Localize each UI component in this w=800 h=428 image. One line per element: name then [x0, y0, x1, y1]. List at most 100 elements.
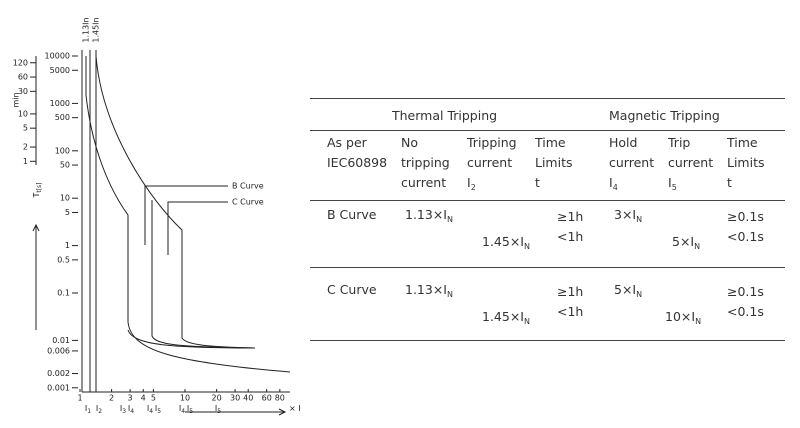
column-header-sub: 4 [612, 183, 618, 192]
curve-label: B Curve [232, 182, 264, 191]
x-sub-label: I5 [215, 404, 221, 416]
time-limit: <0.1s [727, 304, 764, 319]
y-tick-label: 0.1 [57, 289, 70, 298]
y-min-tick-label: 10 [18, 109, 28, 118]
x-unit-label: × In [289, 404, 300, 416]
top-label: 1.13In [82, 17, 91, 42]
column-header: Time [535, 135, 566, 150]
x-arrow [185, 408, 287, 416]
column-header: Time [727, 135, 758, 150]
x-sub-label-sub: 5 [217, 408, 221, 415]
no-trip-current-sub: N [447, 290, 453, 299]
trip-current: 10×IN [665, 310, 701, 329]
y-tick-label: 1000 [50, 99, 70, 108]
y-min-tick-label: 2 [23, 143, 28, 152]
column-header: Trip [668, 135, 691, 150]
y-axis-label-min: min [12, 92, 21, 107]
y-axis-label-sub: t[s] [36, 182, 43, 192]
x-tick-label: 2 [109, 394, 114, 403]
column-header: tripping [401, 155, 450, 170]
column-header: t [535, 175, 540, 190]
curves [32, 50, 291, 416]
x-sub-label-sub: 1 [87, 408, 91, 415]
table-rule [310, 130, 785, 131]
time-limit: ≥0.1s [727, 284, 764, 299]
curve-label: C Curve [232, 198, 264, 207]
x-sub-label: I5 [187, 404, 193, 416]
column-header-main: I [467, 175, 471, 190]
column-header-sub: 2 [470, 183, 476, 192]
tripping-current-main: 1.45×I [482, 234, 524, 249]
x-sub-label: I4 [147, 404, 153, 416]
column-header: Hold [609, 135, 638, 150]
column-header: current [668, 155, 714, 170]
column-header: No [401, 135, 418, 150]
no-trip-current-main: 1.13×I [405, 282, 447, 297]
x-sub-label-main: I [179, 404, 181, 413]
hold-current: 5×IN [614, 283, 642, 302]
x-tick-label: 10 [180, 394, 190, 403]
column-header: Limits [727, 155, 765, 170]
y-min-tick-label: 1 [23, 157, 28, 166]
b-curve-upper [127, 329, 256, 349]
column-header: Limits [535, 155, 573, 170]
y-tick-label: 5 [65, 208, 70, 217]
no-trip-current: 1.13×IN [405, 208, 453, 227]
x-sub-label: I5 [155, 404, 161, 416]
x-sub-label-main: I [85, 404, 87, 413]
time-limit: ≥0.1s [727, 209, 764, 224]
column-header-main: I [668, 175, 672, 190]
tripping-current: 1.45×IN [482, 235, 530, 254]
x-sub-label-main: I [147, 404, 149, 413]
y-arrow [32, 223, 40, 330]
y-tick-label: 10 [60, 194, 70, 203]
column-header: current [401, 175, 447, 190]
x-unit-label-main: × I [289, 404, 300, 413]
tripping-curve-figure: 10000 5000 1000 500 100 50 10 5 1 0.5 0.1 0.010.006… [12, 17, 300, 416]
table-rule [310, 98, 785, 99]
column-header: I5 [668, 176, 677, 195]
b-curve-leader [144, 185, 228, 245]
x-sub-label-sub: 5 [157, 408, 161, 415]
x-tick-label: 80 [275, 394, 285, 403]
column-header: I2 [467, 176, 476, 195]
no-trip-current-main: 1.13×I [405, 207, 447, 222]
x-tick-label: 3 [128, 394, 133, 403]
c-curve-leader [167, 201, 228, 255]
x-sub-label-main: I [155, 404, 157, 413]
x-sub-label: I1 [85, 404, 91, 416]
column-header-main: I [609, 175, 613, 190]
column-header: t [727, 175, 732, 190]
column-header: I4 [609, 176, 618, 195]
y-tick-label: 0.002 [47, 369, 70, 378]
x-tick-label: 40 [243, 394, 253, 403]
time-limit: ≥1h [557, 209, 584, 224]
c-curve-lower [151, 200, 256, 349]
tripping-current-sub: N [524, 242, 530, 251]
x-sub-label-main: I [215, 404, 217, 413]
c-curve-upper [95, 55, 256, 349]
trip-current-main: 5×I [672, 234, 695, 249]
x-sub-label: I3 [120, 404, 126, 416]
top-label: 1.45In [92, 17, 101, 42]
y-min-tick-label: 60 [18, 73, 28, 82]
y-tick-label: 50 [60, 161, 70, 170]
x-sub-label-sub: 2 [98, 408, 102, 415]
y-tick-label: 100 [55, 146, 70, 155]
x-sub-label-sub: 4 [130, 408, 134, 415]
y-tick-label: 5000 [50, 66, 70, 75]
x-sub-label: I2 [96, 404, 102, 416]
y-tick-label: 0.5 [57, 255, 70, 264]
time-limit: <1h [557, 304, 584, 319]
column-header: Tripping [467, 135, 517, 150]
time-limit: <0.1s [727, 229, 764, 244]
y-min-tick-label: 120 [13, 58, 28, 67]
x-tick-label: 20 [212, 394, 222, 403]
x-sub-label-main: I [96, 404, 98, 413]
table-rule [310, 200, 785, 201]
y-axis-label: Tt[s] [32, 182, 44, 198]
trip-current-sub: N [694, 242, 701, 251]
y-tick-label: 0.001 [47, 383, 70, 392]
y-tick-label: 500 [55, 113, 70, 122]
